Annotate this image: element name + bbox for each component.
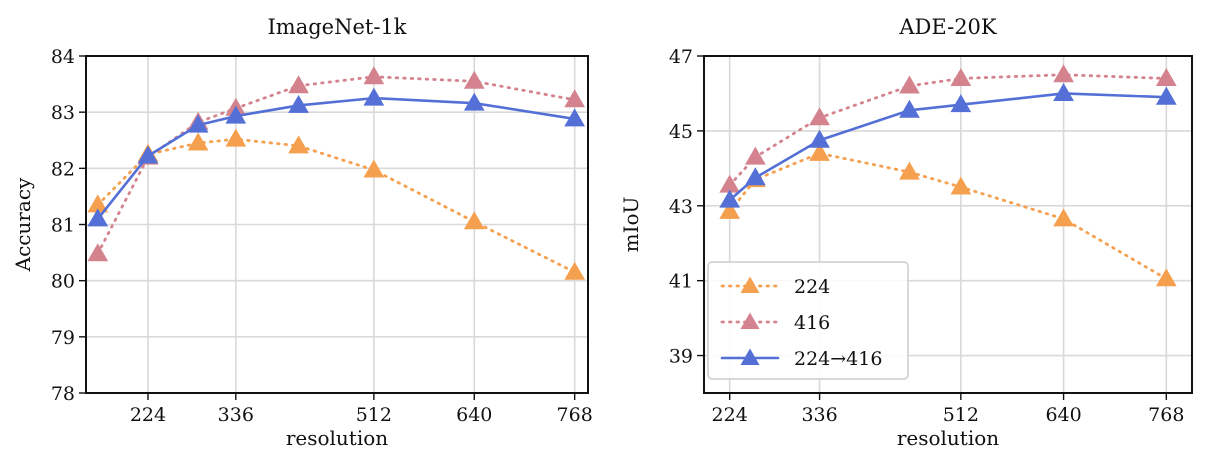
data-point [288, 75, 309, 94]
data-point [288, 135, 309, 154]
y-tick-label: 41 [669, 271, 693, 293]
data-point [187, 132, 209, 151]
y-tick-label: 78 [51, 383, 75, 405]
data-point [745, 146, 766, 165]
chart-title: ImageNet-1k [267, 15, 406, 39]
data-point [950, 176, 972, 195]
data-point [950, 94, 972, 113]
series-line [96, 137, 577, 274]
x-tick-label: 224 [130, 404, 166, 426]
data-point [1053, 208, 1074, 227]
series-line [96, 96, 576, 221]
legend-swatch-marker [740, 312, 760, 329]
x-tick-label: 512 [943, 404, 979, 426]
axes-frame [85, 55, 589, 394]
x-tick-label: 224 [712, 404, 748, 426]
data-point [137, 145, 159, 164]
x-tick-label: 336 [218, 404, 254, 426]
data-point [719, 200, 741, 219]
legend-entry: 224 [794, 276, 830, 298]
data-point [1053, 64, 1074, 83]
data-point [745, 167, 766, 186]
data-point [363, 159, 385, 178]
y-tick-label: 83 [51, 102, 75, 124]
data-point [564, 261, 586, 280]
data-point [1053, 82, 1074, 101]
x-tick-label: 336 [801, 404, 837, 426]
data-point [809, 107, 830, 126]
data-point [363, 87, 385, 106]
data-point [809, 142, 830, 161]
data-point [564, 89, 586, 108]
data-point [225, 105, 247, 124]
data-point [87, 208, 109, 227]
x-tick-label: 512 [356, 404, 392, 426]
x-tick-label: 640 [456, 404, 492, 426]
series-line [728, 73, 1168, 187]
panel-ade20k: 224 336 512 640 768 39 41 43 45 47 ADE-20K resoluti… [619, 15, 1193, 450]
y-tick-label: 81 [51, 215, 75, 237]
data-point [809, 129, 830, 148]
x-tick-label: 768 [557, 404, 593, 426]
y-tick-label: 84 [51, 46, 75, 68]
y-tick-label: 82 [51, 158, 75, 180]
x-tick-label: 768 [1148, 404, 1184, 426]
data-point [1155, 67, 1177, 86]
data-point [463, 211, 485, 230]
data-point [363, 66, 385, 85]
y-tick-label: 45 [669, 121, 693, 143]
legend-swatch-marker [740, 348, 760, 365]
chart-title: ADE-20K [898, 15, 997, 39]
series-line [96, 75, 577, 256]
legend-entry: 224→416 [794, 348, 882, 370]
data-point [1155, 268, 1177, 287]
x-axis-label: resolution [286, 426, 388, 450]
axes-frame [703, 55, 1193, 394]
data-point [899, 75, 920, 94]
legend-entry: 416 [794, 312, 830, 334]
data-point [463, 70, 485, 89]
data-point [87, 243, 109, 262]
data-point [288, 94, 309, 113]
panel-imagenet: 224 336 512 640 768 78 79 80 81 82 83 84 ImageNet-1k… [11, 15, 593, 450]
series-line [728, 151, 1168, 281]
legend-swatch-marker [740, 276, 760, 293]
x-tick-label: 640 [1045, 404, 1081, 426]
y-axis-label: mIoU [619, 197, 643, 253]
data-point [950, 67, 972, 86]
y-axis-label: Accuracy [11, 177, 35, 272]
data-point [225, 128, 247, 147]
y-tick-label: 79 [51, 327, 75, 349]
y-tick-label: 80 [51, 271, 75, 293]
y-tick-label: 43 [669, 196, 693, 218]
x-axis-label: resolution [897, 426, 999, 450]
data-point [899, 99, 920, 118]
data-point [1155, 86, 1177, 105]
data-point [564, 108, 586, 127]
y-tick-label: 47 [669, 46, 693, 68]
data-point [899, 161, 920, 180]
data-point [187, 114, 209, 133]
y-tick-label: 39 [669, 346, 693, 368]
data-point [719, 189, 741, 208]
data-point [463, 92, 485, 111]
